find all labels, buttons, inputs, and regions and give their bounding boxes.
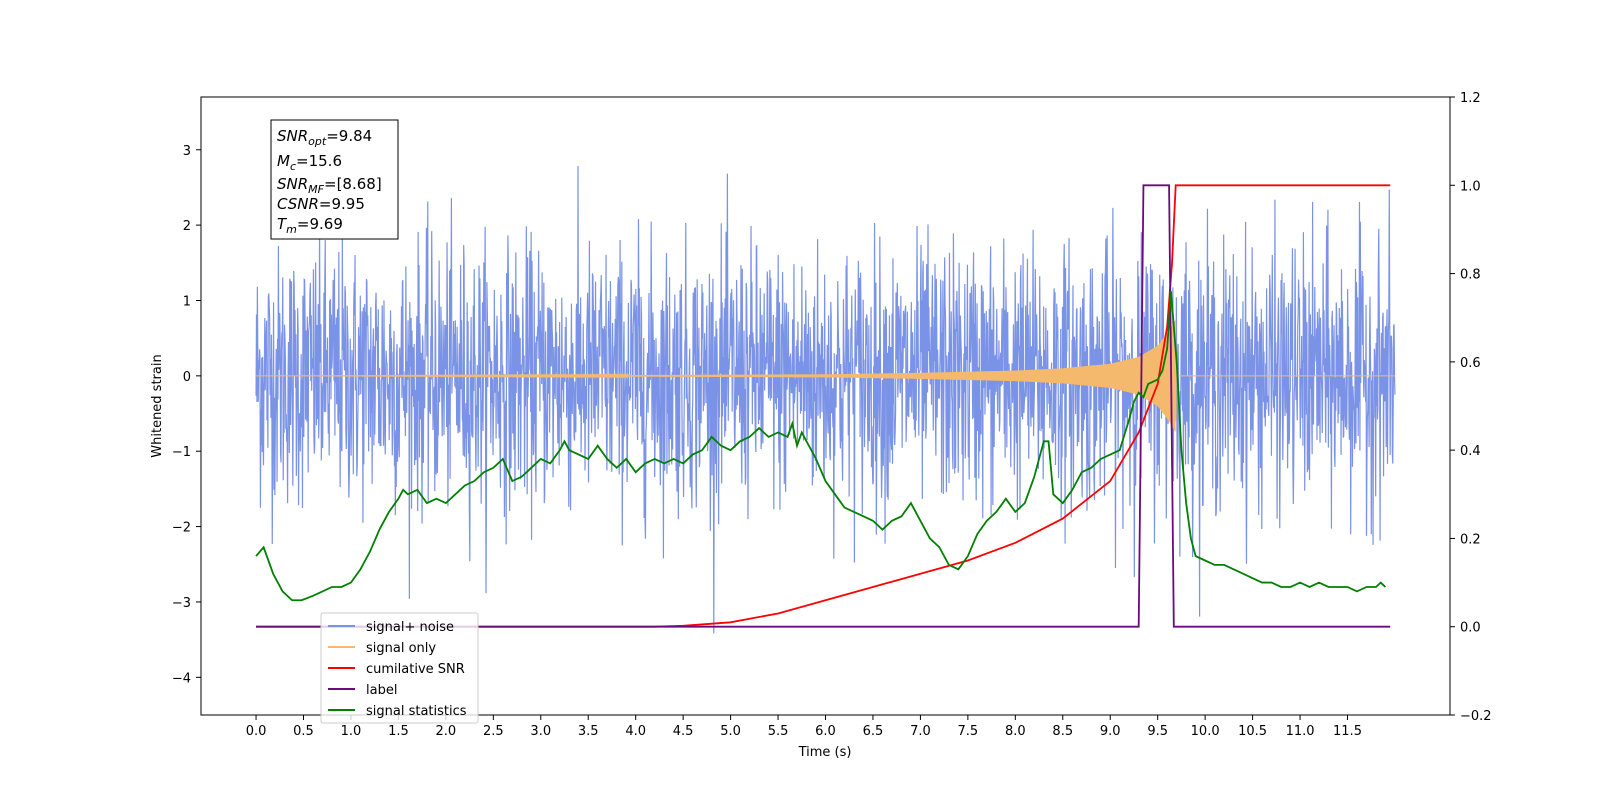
x-tick-label: 1.5 (388, 724, 409, 739)
info-box-frame (270, 119, 399, 240)
info-mc: Mc=15.6 (277, 152, 342, 173)
y-tick-label: −3 (172, 596, 191, 611)
x-tick-label: 6.5 (863, 724, 884, 739)
x-tick-label: 7.5 (958, 724, 979, 739)
x-axis: 0.0 0.5 1.0 1.5 2.0 2.5 3.0 3.5 4.0 4.5 5.0 5.5 6.0 6… (246, 715, 1362, 739)
y-tick-label: −2 (172, 521, 191, 536)
x-tick-label: 0.0 (246, 724, 267, 739)
legend-label: signal only (366, 641, 436, 656)
x-tick-label: 5.0 (720, 724, 741, 739)
series-label (256, 184, 1391, 628)
y-tick-label: 2 (183, 219, 191, 234)
info-snr-opt: SNRopt=9.84 (277, 127, 372, 148)
info-box: SNRopt=9.84 Mc=15.6 SNRMF=[8.68] CSNR=9.… (270, 119, 399, 240)
series-cumilative-snr (256, 184, 1391, 628)
legend-label: cumilative SNR (366, 662, 465, 677)
y2-tick-label: 0.8 (1460, 268, 1481, 283)
x-tick-label: 11.5 (1333, 724, 1362, 739)
x-tick-label: 4.5 (673, 724, 694, 739)
legend-label: signal statistics (366, 704, 467, 719)
info-csnr: CSNR=9.95 (277, 195, 365, 213)
x-tick-label: 9.0 (1100, 724, 1121, 739)
x-tick-label: 4.0 (625, 724, 646, 739)
legend-label: label (366, 683, 397, 698)
x-tick-label: 5.5 (768, 724, 789, 739)
y-tick-label: 3 (183, 144, 191, 159)
series-signal-noise (255, 166, 1396, 634)
y2-tick-label: 0.4 (1460, 444, 1481, 459)
info-snr-mf: SNRMF=[8.68] (277, 175, 382, 196)
y2-tick-label: 0.0 (1460, 621, 1481, 636)
x-tick-label: 9.5 (1147, 724, 1168, 739)
y-tick-label: −1 (172, 445, 191, 460)
x-tick-label: 11.0 (1286, 724, 1315, 739)
x-axis-label: Time (s) (798, 745, 852, 760)
x-tick-label: 8.5 (1052, 724, 1073, 739)
y2-tick-label: −0.2 (1460, 709, 1492, 724)
x-tick-label: 0.5 (293, 724, 314, 739)
legend-label: signal+ noise (366, 620, 454, 635)
x-tick-label: 1.0 (341, 724, 362, 739)
y-tick-label: 1 (183, 294, 191, 309)
x-tick-label: 10.0 (1191, 724, 1220, 739)
y-tick-label: −4 (172, 671, 191, 686)
y2-tick-label: 1.2 (1460, 91, 1481, 106)
y2-tick-label: 1.0 (1460, 179, 1481, 194)
y-axis-right: 1.2 1.0 0.8 0.6 0.4 0.2 0.0 −0.2 (1450, 91, 1492, 724)
series-signal-statistics (255, 291, 1387, 602)
x-tick-label: 10.5 (1238, 724, 1267, 739)
y2-tick-label: 0.6 (1460, 356, 1481, 371)
series-layer (255, 166, 1396, 634)
series-signal-only (256, 319, 1395, 432)
x-tick-label: 6.0 (815, 724, 836, 739)
x-tick-label: 3.0 (530, 724, 551, 739)
x-tick-label: 2.0 (436, 724, 457, 739)
y-tick-label: 0 (183, 370, 191, 385)
y2-tick-label: 0.2 (1460, 532, 1481, 547)
x-tick-label: 8.0 (1005, 724, 1026, 739)
x-tick-label: 2.5 (483, 724, 504, 739)
legend: signal+ noise signal only cumilative SNR la… (320, 612, 479, 724)
y-axis-left: 3 2 1 0 −1 −2 −3 −4 (172, 144, 201, 686)
x-tick-label: 3.5 (578, 724, 599, 739)
x-tick-label: 7.0 (910, 724, 931, 739)
legend-frame (320, 612, 479, 724)
y-axis-label: Whitened strain (150, 354, 165, 457)
